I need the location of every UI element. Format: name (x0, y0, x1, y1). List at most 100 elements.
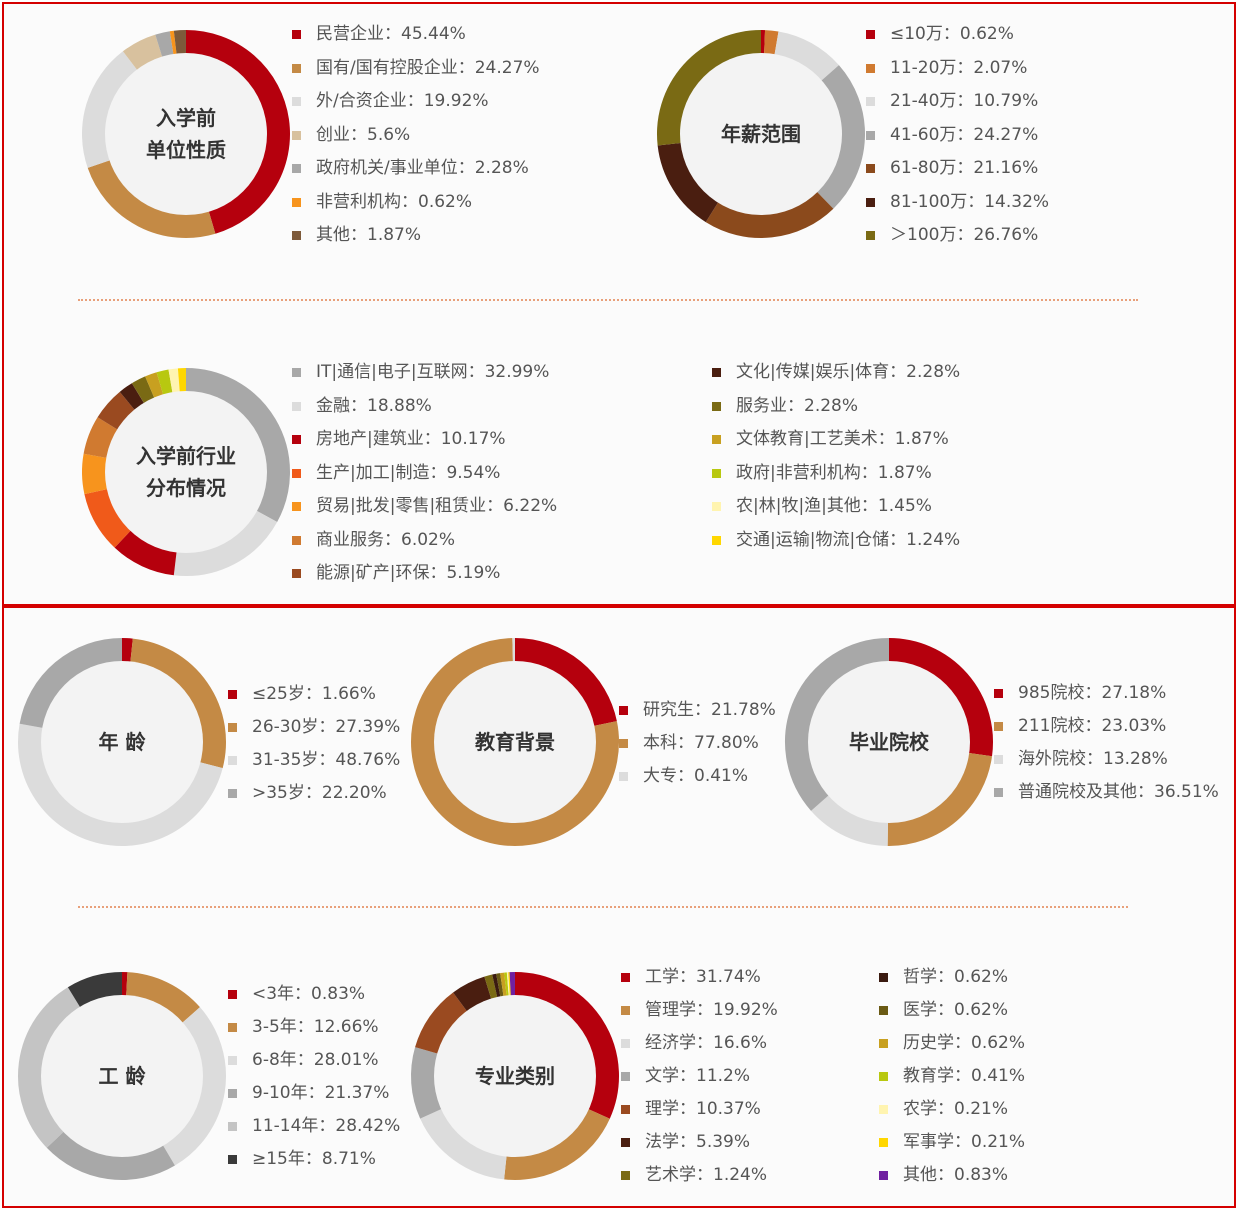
work-legend-label: 9-10年：21.37% (252, 1083, 390, 1103)
education-legend-label: 大专：0.41% (643, 766, 749, 786)
salary-slice-2 (774, 31, 839, 82)
education-legend-swatch (619, 772, 628, 781)
work-legend-swatch (228, 1155, 237, 1164)
work-legend-label: <3年：0.83% (252, 984, 366, 1004)
major-slice-2 (420, 1108, 508, 1180)
industry-legend-label: 生产|加工|制造：9.54% (316, 462, 501, 483)
school-center-title: 毕业院校 (809, 682, 969, 802)
salary-legend-label: ≤10万：0.62% (890, 24, 1014, 44)
school-legend-label: 海外院校：13.28% (1018, 749, 1168, 769)
unit-title-line-0: 入学前 (156, 106, 216, 130)
work-legend-label: 11-14年：28.42% (252, 1116, 401, 1136)
age-legend-swatch (228, 756, 237, 765)
major-legend-label: 艺术学：1.24% (645, 1165, 768, 1185)
industry-legend-swatch (292, 368, 301, 377)
work-legend-swatch (228, 1056, 237, 1065)
major-legend-swatch (621, 1006, 630, 1015)
industry-title-line-1: 分布情况 (146, 476, 226, 500)
major-legend-swatch (621, 1105, 630, 1114)
age-legend-swatch (228, 789, 237, 798)
work-legend-swatch (228, 1122, 237, 1131)
industry-slice-0 (185, 368, 290, 523)
work-legend-swatch (228, 1023, 237, 1032)
industry-legend-swatch (292, 468, 301, 478)
school-slice-0 (888, 638, 993, 757)
unit-legend-label: 外/合资企业：19.92% (316, 91, 489, 111)
work-donut-center (41, 995, 203, 1157)
education-donut-chart (411, 637, 619, 846)
age-slice-3 (19, 638, 123, 729)
unit-slice-3 (122, 34, 163, 71)
education-center-title: 教育背景 (435, 682, 595, 802)
age-legend-label: ≤25岁：1.66% (252, 684, 376, 704)
unit-title-line-1: 单位性质 (146, 138, 226, 162)
school-title-line-0: 毕业院校 (849, 730, 929, 754)
major-legend-swatch (879, 1138, 888, 1147)
major-legend-label: 医学：0.62% (903, 1000, 1009, 1020)
industry-legend-label: 文体教育|工艺美术：1.87% (736, 429, 949, 449)
unit-legend-label: 国有/国有控股企业：24.27% (316, 57, 540, 78)
major-legend-label: 管理学：19.92% (645, 1000, 778, 1020)
industry-center-title: 入学前行业 分布情况 (106, 412, 266, 532)
age-legend-swatch (228, 690, 237, 699)
unit-legend-label: 其他：1.87% (316, 225, 422, 245)
unit-donut-center (105, 53, 267, 215)
industry-legend-swatch (292, 569, 301, 578)
salary-legend-label: ＞100万：26.76% (890, 225, 1039, 245)
industry-legend-label: 文化|传媒|娱乐|体育：2.28% (736, 362, 961, 382)
major-legend-swatch (879, 1072, 888, 1081)
major-legend-label: 历史学：0.62% (903, 1033, 1026, 1053)
major-legend-swatch (621, 1039, 630, 1048)
industry-legend-label: 能源|矿产|环保：5.19% (316, 563, 501, 583)
major-center-title: 专业类别 (435, 1016, 595, 1136)
industry-legend-swatch (292, 401, 301, 411)
major-legend-swatch (621, 1072, 630, 1081)
industry-legend-swatch (712, 368, 721, 377)
age-donut-chart (18, 638, 226, 846)
school-legend-swatch (994, 788, 1003, 797)
industry-legend-swatch (712, 535, 721, 545)
work-slice-2 (162, 1007, 226, 1166)
major-legend-swatch (879, 1171, 888, 1180)
school-legend-label: 211院校：23.03% (1018, 716, 1167, 736)
work-legend-label: ≥15年：8.71% (252, 1149, 376, 1169)
major-legend-swatch (621, 1138, 630, 1147)
major-legend-swatch (879, 1006, 888, 1015)
age-donut-center (41, 661, 203, 823)
unit-legend-label: 民营企业：45.44% (316, 24, 466, 44)
major-donut-chart (411, 972, 619, 1180)
industry-legend-label: 政府|非营利机构：1.87% (736, 462, 932, 483)
industry-legend-label: 金融：18.88% (316, 395, 432, 416)
education-legend-label: 研究生：21.78% (643, 700, 776, 720)
unit-legend-swatch (292, 164, 301, 173)
industry-title-line-0: 入学前行业 (136, 444, 236, 468)
industry-legend-label: IT|通信|电子|互联网：32.99% (316, 362, 550, 382)
major-legend-swatch (621, 973, 630, 982)
industry-legend-label: 服务业：2.28% (736, 395, 859, 416)
salary-legend-swatch (866, 231, 875, 240)
major-slice-7 (492, 973, 501, 998)
work-slice-5 (67, 972, 123, 1008)
separator-top (78, 299, 1138, 301)
major-legend-swatch (879, 1039, 888, 1048)
salary-donut-chart (657, 30, 865, 238)
major-legend-label: 理学：10.37% (645, 1099, 761, 1119)
salary-legend-swatch (866, 97, 875, 106)
school-legend-swatch (994, 689, 1003, 698)
school-slice-3 (785, 638, 890, 811)
unit-legend-swatch (292, 231, 301, 240)
major-legend-label: 工学：31.74% (645, 967, 761, 987)
industry-legend-label: 商业服务：6.02% (316, 529, 456, 550)
major-slice-4 (415, 992, 468, 1055)
education-title-line-0: 教育背景 (475, 730, 555, 754)
salary-legend-label: 11-20万：2.07% (890, 57, 1028, 78)
unit-slice-1 (87, 159, 216, 238)
work-legend-label: 6-8年：28.01% (252, 1050, 379, 1070)
industry-legend-label: 房地产|建筑业：10.17% (316, 429, 506, 449)
unit-legend-label: 政府机关/事业单位：2.28% (316, 158, 529, 178)
work-legend-swatch (228, 1089, 237, 1098)
school-legend-swatch (994, 722, 1003, 731)
industry-slice-10 (156, 369, 173, 396)
salary-donut-center (680, 53, 842, 215)
major-legend-label: 其他：0.83% (903, 1165, 1009, 1185)
